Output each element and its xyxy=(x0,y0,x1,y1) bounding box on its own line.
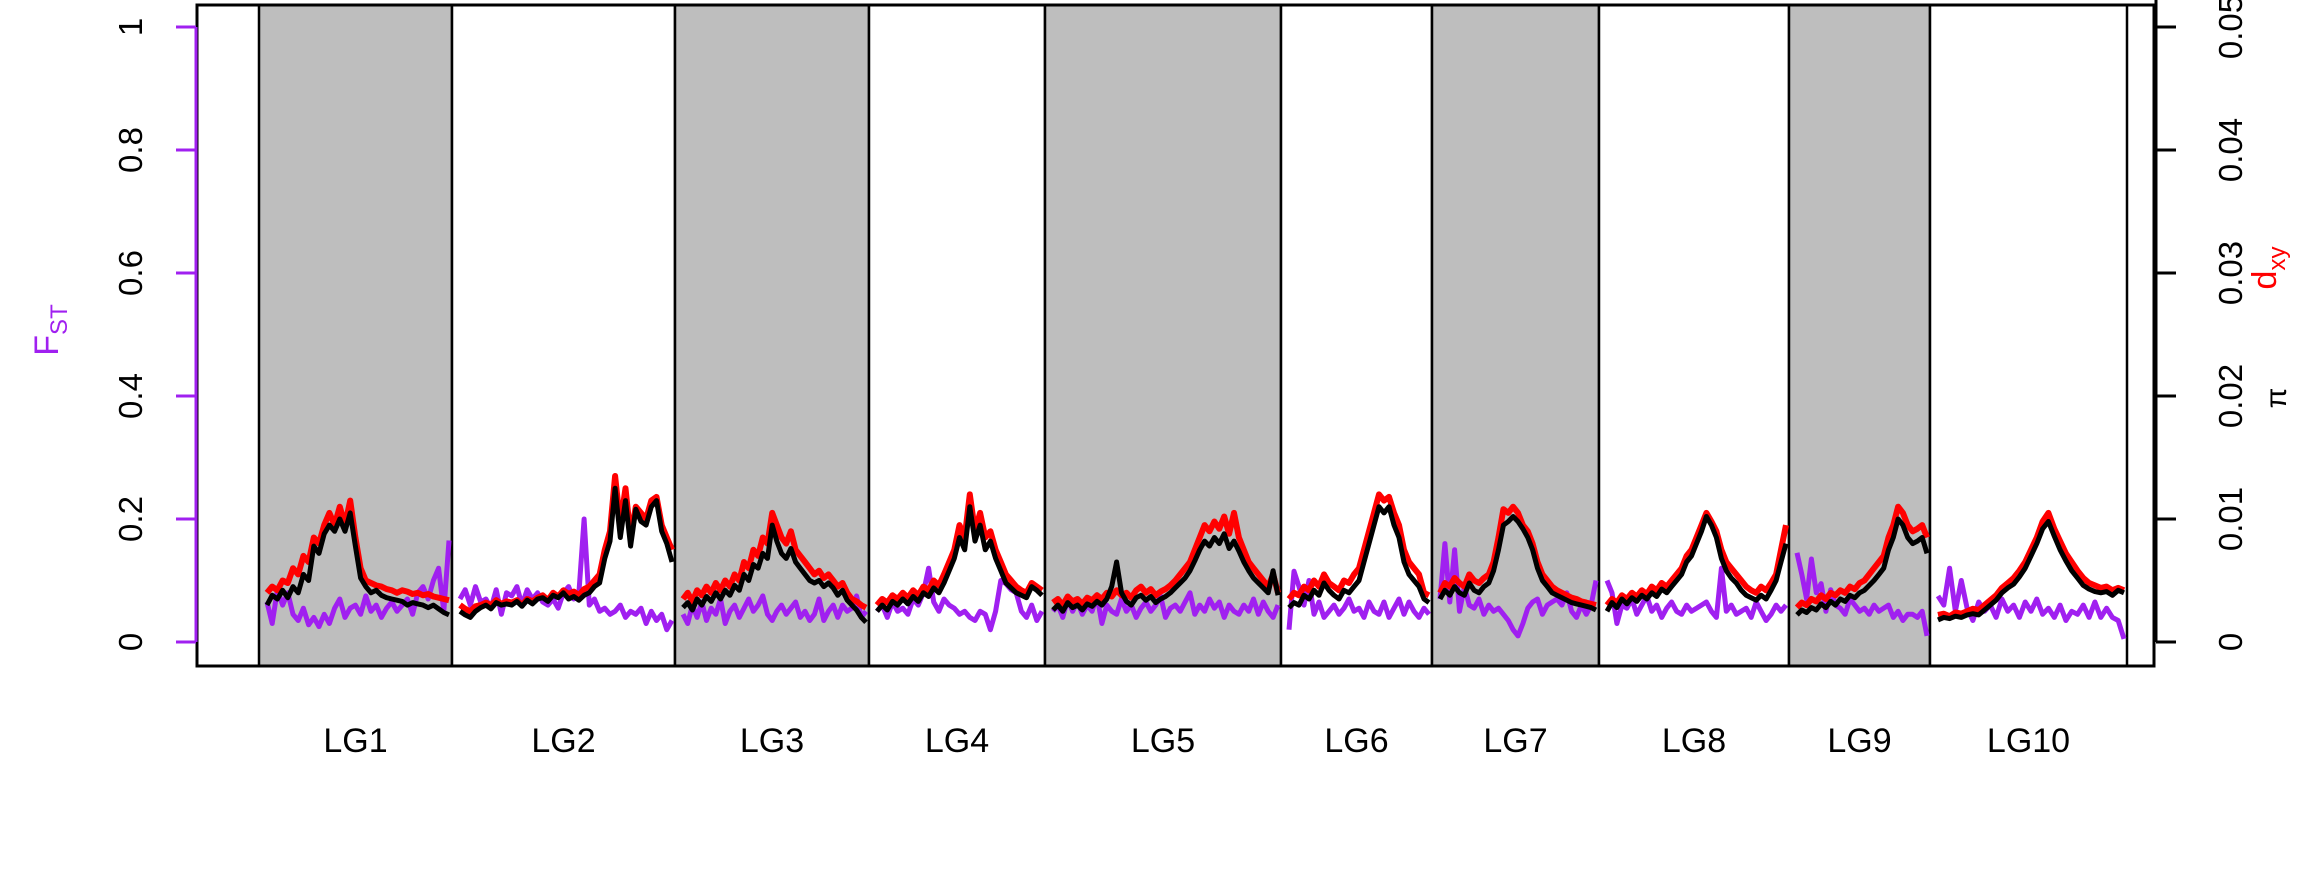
right-tick-label: 0.01 xyxy=(2212,487,2249,551)
fst-tick-label: 0.2 xyxy=(112,496,149,542)
series-group-lg10 xyxy=(1935,509,2127,640)
dxy-line-lg5 xyxy=(1051,509,1281,609)
fst-line-lg5 xyxy=(1051,590,1281,626)
x-label-lg5: LG5 xyxy=(1131,722,1195,760)
dxy-line-lg4 xyxy=(874,491,1044,608)
band-lg8 xyxy=(1597,3,1791,668)
fst-tick-label: 0.4 xyxy=(112,373,149,419)
dxy-line-lg9 xyxy=(1794,503,1930,610)
x-label-lg4: LG4 xyxy=(925,722,989,760)
series-group-lg5 xyxy=(1051,509,1281,626)
fst-line-lg3 xyxy=(680,593,868,626)
dxy-line-lg10 xyxy=(1937,509,2126,620)
series-group-lg6 xyxy=(1286,491,1431,630)
pi-line-lg3 xyxy=(681,522,868,625)
dxy-line-lg7 xyxy=(1437,503,1597,609)
dxy-line-lg6 xyxy=(1286,491,1431,601)
pi-line-lg10 xyxy=(1937,519,2125,623)
pi-line-lg2 xyxy=(458,485,675,620)
fst-tick-label: 1 xyxy=(112,18,149,36)
pi-line-lg9 xyxy=(1795,516,1930,617)
fst-line-lg6 xyxy=(1286,568,1431,630)
x-label-lg10: LG10 xyxy=(1987,722,2070,760)
right-tick-label: 0.04 xyxy=(2212,118,2249,182)
series-group-lg4 xyxy=(874,491,1045,633)
series-layer xyxy=(264,473,2127,640)
fst-axis: 0 0.2 0.4 0.6 0.8 1 xyxy=(112,18,198,651)
band-lg1 xyxy=(257,3,454,668)
band-lg3 xyxy=(673,3,871,668)
x-label-lg1: LG1 xyxy=(323,722,387,760)
fst-axis-title: FST xyxy=(28,304,73,356)
x-label-lg8: LG8 xyxy=(1662,722,1726,760)
fst-tick-label: 0.6 xyxy=(112,250,149,296)
pi-line-lg7 xyxy=(1437,514,1598,613)
right-tick-label: 0.05 xyxy=(2212,0,2249,59)
pi-line-lg8 xyxy=(1604,514,1789,613)
right-tick-label: 0.02 xyxy=(2212,364,2249,428)
pi-axis-title: π xyxy=(2260,388,2293,409)
right-tick-label: 0 xyxy=(2212,633,2249,651)
series-group-lg7 xyxy=(1437,503,1599,639)
fst-tick-label: 0.8 xyxy=(112,127,149,173)
pi-line-lg5 xyxy=(1051,531,1281,614)
x-label-lg3: LG3 xyxy=(740,722,804,760)
fst-axis-title-sub: ST xyxy=(46,304,73,335)
x-label-lg7: LG7 xyxy=(1483,722,1547,760)
pi-line-lg1 xyxy=(264,510,451,618)
dxy-axis-title-main: d xyxy=(2246,271,2284,290)
series-group-lg3 xyxy=(680,509,868,626)
pi-line-lg4 xyxy=(875,504,1044,613)
dxy-axis-title-sub: xy xyxy=(2264,247,2291,271)
dxy-pi-axis: 0 0.01 0.02 0.03 0.04 0.05 xyxy=(2154,0,2249,651)
series-group-lg8 xyxy=(1604,509,1789,626)
fst-tick-label: 0 xyxy=(112,633,149,651)
x-label-lg9: LG9 xyxy=(1827,722,1891,760)
dxy-line-lg3 xyxy=(680,509,868,611)
series-group-lg2 xyxy=(457,473,675,633)
fst-line-lg9 xyxy=(1794,552,1930,637)
series-group-lg9 xyxy=(1794,503,1930,637)
pi-line-lg6 xyxy=(1287,504,1431,610)
right-tick-label: 0.03 xyxy=(2212,241,2249,305)
dxy-axis-title: dxy xyxy=(2246,247,2291,290)
series-group-lg1 xyxy=(264,497,452,630)
band-lg2 xyxy=(450,3,677,668)
fst-axis-title-main: F xyxy=(28,335,66,356)
band-lg4 xyxy=(867,3,1047,668)
x-label-lg2: LG2 xyxy=(531,722,595,760)
x-axis-labels: LG1 LG2 LG3 LG4 LG5 LG6 LG7 LG8 LG9 LG10 xyxy=(323,722,2070,760)
x-label-lg6: LG6 xyxy=(1324,722,1388,760)
